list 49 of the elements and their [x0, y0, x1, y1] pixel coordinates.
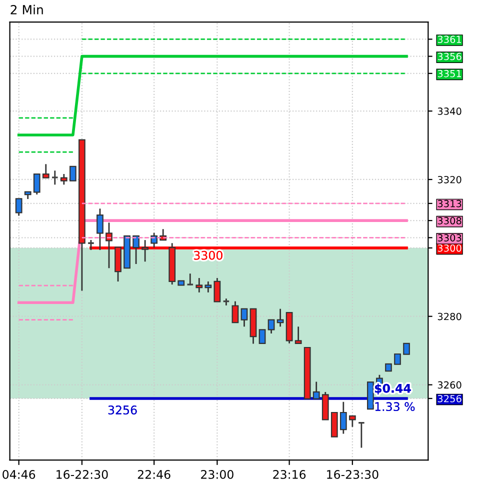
annotation: 3300: [194, 250, 222, 260]
y-tick-label: 3256: [438, 394, 462, 402]
candlestick: [33, 173, 40, 196]
candlestick: [358, 422, 366, 448]
x-tick-label: 23:00: [201, 470, 234, 479]
y-tick-label: 3300: [438, 244, 462, 252]
candlestick: [69, 166, 76, 182]
x-tick-label: 22:46: [138, 470, 170, 479]
annotation: 3256: [108, 406, 137, 414]
candlestick: [196, 277, 203, 294]
x-tick-label: 23:16: [273, 470, 306, 479]
x-tick-label: 16-22:30: [56, 470, 108, 479]
annotation: 1.33 %: [375, 402, 415, 412]
candlestick: [214, 277, 221, 302]
y-tick-label: 3361: [438, 36, 462, 44]
candlestick: [276, 308, 284, 328]
y-tick-label: 3356: [438, 52, 462, 60]
candlestick: [232, 300, 239, 324]
y-tick-label: 3303: [438, 234, 462, 242]
y-tick-label: 3351: [438, 70, 462, 78]
candlestick: [87, 239, 95, 251]
y-tick-label: 3313: [438, 200, 462, 208]
x-tick-label: 16-23:30: [327, 470, 378, 479]
candlestick: [403, 342, 410, 355]
y-tick-label: 3320: [438, 176, 462, 184]
candlestick: [348, 415, 356, 428]
y-tick-label: 3280: [438, 312, 462, 320]
y-tick-label: 3340: [438, 108, 462, 115]
candlestick: [15, 198, 22, 216]
candlestick: [106, 222, 112, 269]
candlestick: [132, 235, 140, 265]
candlestick: [51, 170, 59, 186]
candlestick: [96, 208, 104, 251]
candlestick: [268, 319, 275, 334]
candlestick: [142, 239, 148, 262]
candlestick: [312, 381, 320, 400]
chart-title: 2 Min: [10, 4, 43, 14]
y-tick-label: 3260: [438, 381, 462, 389]
candlestick: [258, 329, 266, 344]
candlestick: [340, 401, 347, 434]
candlestick: [294, 326, 302, 344]
y-tick-label: 3308: [438, 217, 462, 224]
candlestick: [42, 163, 50, 178]
candlestick: [60, 173, 68, 186]
candlestick: [204, 280, 212, 294]
x-tick-label: 04:46: [2, 470, 36, 479]
candlestick: [394, 353, 401, 365]
annotation: $0.44: [374, 384, 411, 394]
candlestick: [240, 308, 248, 328]
